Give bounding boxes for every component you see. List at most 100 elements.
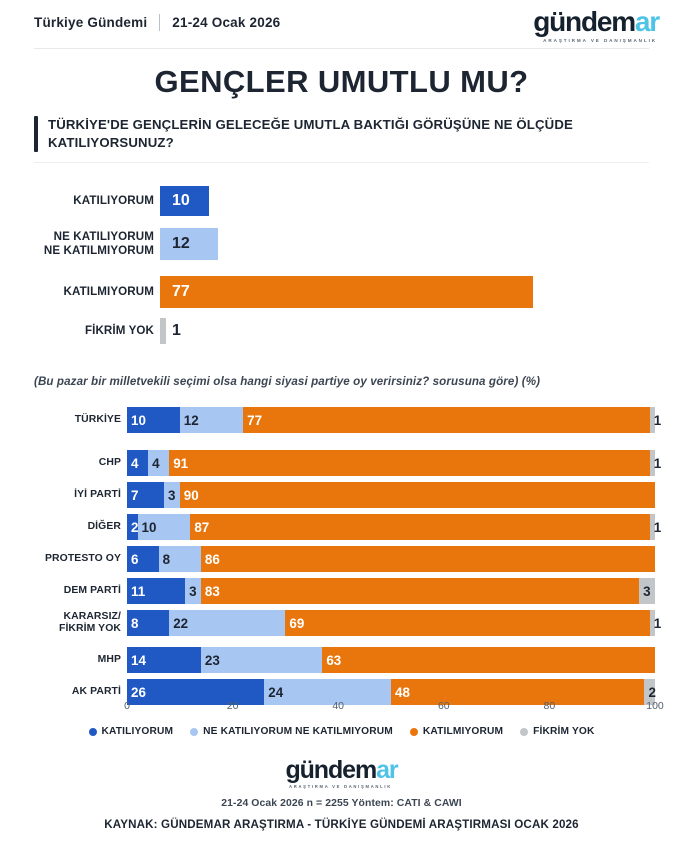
segment-value-label: 4 bbox=[131, 455, 139, 471]
stacked-segment: 6 bbox=[127, 546, 159, 572]
legend-color-swatch-icon bbox=[520, 727, 529, 736]
logo-text-accent: ar bbox=[634, 6, 660, 37]
segment-value-label: 26 bbox=[131, 684, 146, 700]
segment-value-label: 77 bbox=[247, 412, 263, 428]
bar-category-label: NE KATILIYORUM NE KATILMIYORUM bbox=[43, 230, 154, 257]
stacked-segment: 2 bbox=[127, 514, 138, 540]
logo-text-primary: gündem bbox=[533, 6, 636, 37]
stacked-segment: 10 bbox=[127, 407, 180, 433]
stacked-bar-row: PROTESTO OY 6 8 86 bbox=[0, 546, 683, 572]
stacked-segment: 77 bbox=[243, 407, 650, 433]
stacked-segment: 22 bbox=[169, 610, 286, 636]
stacked-segment: 26 bbox=[127, 679, 265, 705]
segment-value-label: 12 bbox=[183, 412, 199, 428]
x-axis: 0 20 40 60 80 100 bbox=[0, 700, 683, 722]
bar-value-label: 10 bbox=[172, 192, 190, 209]
stacked-segment: 1 bbox=[649, 514, 661, 540]
axis-tick-label: 40 bbox=[332, 700, 345, 712]
stacked-segment: 4 bbox=[127, 450, 149, 476]
stacked-bar-row: MHP 14 23 63 bbox=[0, 647, 683, 673]
stacked-segment: 4 bbox=[148, 450, 170, 476]
segment-value-label: 7 bbox=[131, 487, 139, 503]
brand-logo-footer: gündemar ARAŞTIRMA VE DANIŞMANLIK bbox=[0, 756, 683, 790]
stacked-segment: 3 bbox=[163, 482, 180, 508]
bar-segment bbox=[160, 186, 209, 216]
footer-logo-text-accent: ar bbox=[376, 756, 399, 784]
party-stacked-bar-chart: TÜRKİYE 10 12 77 1 CHP 4 4 91 1 İYİ PARTİ 7 3 90 DİĞER… bbox=[0, 402, 683, 705]
segment-value-label: 69 bbox=[289, 615, 305, 631]
bar-row: NE KATILIYORUM NE KATILMIYORUM 12 bbox=[0, 228, 683, 260]
segment-value-label: 83 bbox=[204, 583, 220, 599]
stacked-segment: 69 bbox=[285, 610, 650, 636]
legend-item: FİKRİM YOK bbox=[520, 726, 594, 737]
stacked-segment: 10 bbox=[137, 514, 191, 540]
bar-category-label: KATILIYORUM bbox=[73, 194, 154, 208]
chart-legend: KATILIYORUM NE KATILIYORUM NE KATILMIYORU… bbox=[0, 726, 683, 737]
stacked-bar-track: 6 8 86 bbox=[127, 546, 655, 572]
axis-tick-label: 20 bbox=[226, 700, 239, 712]
stacked-bar-category-label: TÜRKİYE bbox=[74, 414, 121, 426]
header-divider bbox=[159, 14, 161, 31]
header-left: Türkiye Gündemi 21-24 Ocak 2026 bbox=[34, 14, 280, 31]
stacked-segment: 86 bbox=[200, 546, 655, 572]
segment-value-label: 14 bbox=[131, 652, 146, 668]
segment-value-label: 1 bbox=[653, 615, 662, 631]
brand-logo-header: gündemar ARAŞTIRMA VE DANIŞMANLIK bbox=[533, 6, 660, 44]
legend-label: FİKRİM YOK bbox=[533, 726, 595, 737]
segment-value-label: 8 bbox=[131, 615, 139, 631]
bar-value-label: 77 bbox=[172, 283, 190, 300]
stacked-segment: 12 bbox=[179, 407, 244, 433]
stacked-bar-track: 26 24 48 2 bbox=[127, 679, 656, 705]
stacked-bar-category-label: DEM PARTİ bbox=[63, 585, 121, 597]
stacked-bar-row: DİĞER 2 10 87 1 bbox=[0, 514, 683, 540]
legend-item: KATILIYORUM bbox=[88, 726, 174, 737]
stacked-segment: 1 bbox=[649, 407, 661, 433]
legend-label: NE KATILIYORUM NE KATILMIYORUM bbox=[203, 726, 393, 737]
stacked-bar-row: İYİ PARTİ 7 3 90 bbox=[0, 482, 683, 508]
stacked-segment: 91 bbox=[169, 450, 650, 476]
bar-category-label: FİKRİM YOK bbox=[84, 324, 154, 338]
question-text: TÜRKİYE'DE GENÇLERİN GELECEĞE UMUTLA BAK… bbox=[48, 117, 573, 151]
stacked-bar-category-label: AK PARTİ bbox=[71, 686, 121, 698]
segment-value-label: 6 bbox=[131, 551, 139, 567]
segment-value-label: 2 bbox=[131, 519, 139, 535]
logo-wordmark: gündemar bbox=[533, 6, 660, 37]
segment-value-label: 23 bbox=[204, 652, 220, 668]
axis-tick-label: 60 bbox=[437, 700, 450, 712]
bar-category-label: KATILMIYORUM bbox=[63, 285, 154, 299]
page-title: GENÇLER UMUTLU MU? bbox=[154, 64, 529, 99]
bar-row: FİKRİM YOK 1 bbox=[0, 318, 683, 344]
stacked-bar-row: CHP 4 4 91 1 bbox=[0, 450, 683, 476]
stacked-segment: 8 bbox=[127, 610, 170, 636]
stacked-segment: 24 bbox=[264, 679, 391, 705]
axis-tick-label: 80 bbox=[543, 700, 556, 712]
footer-logo-text-primary: gündem bbox=[285, 756, 377, 784]
stacked-segment: 90 bbox=[179, 482, 655, 508]
axis-tick-label: 0 bbox=[124, 700, 130, 712]
stacked-segment: 3 bbox=[185, 578, 201, 604]
stacked-segment: 11 bbox=[127, 578, 186, 604]
segment-value-label: 1 bbox=[653, 455, 662, 471]
question-accent-bar bbox=[34, 116, 38, 153]
stacked-bar-category-label: CHP bbox=[98, 457, 121, 469]
segment-value-label: 11 bbox=[131, 583, 146, 599]
segment-value-label: 1 bbox=[653, 519, 662, 535]
stacked-bar-category-label: İYİ PARTİ bbox=[74, 489, 121, 501]
stacked-bar-category-label: DİĞER bbox=[87, 521, 121, 533]
stacked-segment: 1 bbox=[649, 610, 661, 636]
segment-value-label: 91 bbox=[173, 455, 189, 471]
stacked-bar-category-label: PROTESTO OY bbox=[45, 553, 121, 565]
legend-label: KATILIYORUM bbox=[101, 726, 174, 737]
methodology-text: 21-24 Ocak 2026 n = 2255 Yöntem: CATI & … bbox=[221, 798, 462, 809]
header-title: Türkiye Gündemi bbox=[34, 15, 148, 30]
segment-value-label: 48 bbox=[395, 684, 410, 700]
stacked-segment: 83 bbox=[200, 578, 640, 604]
segment-value-label: 10 bbox=[141, 519, 157, 535]
bar-segment bbox=[160, 318, 166, 344]
segment-value-label: 10 bbox=[131, 412, 146, 428]
bar-segment bbox=[160, 276, 534, 308]
segment-value-label: 4 bbox=[152, 455, 160, 471]
segment-value-label: 2 bbox=[648, 684, 656, 700]
stacked-bar-row: TÜRKİYE 10 12 77 1 bbox=[0, 407, 683, 433]
